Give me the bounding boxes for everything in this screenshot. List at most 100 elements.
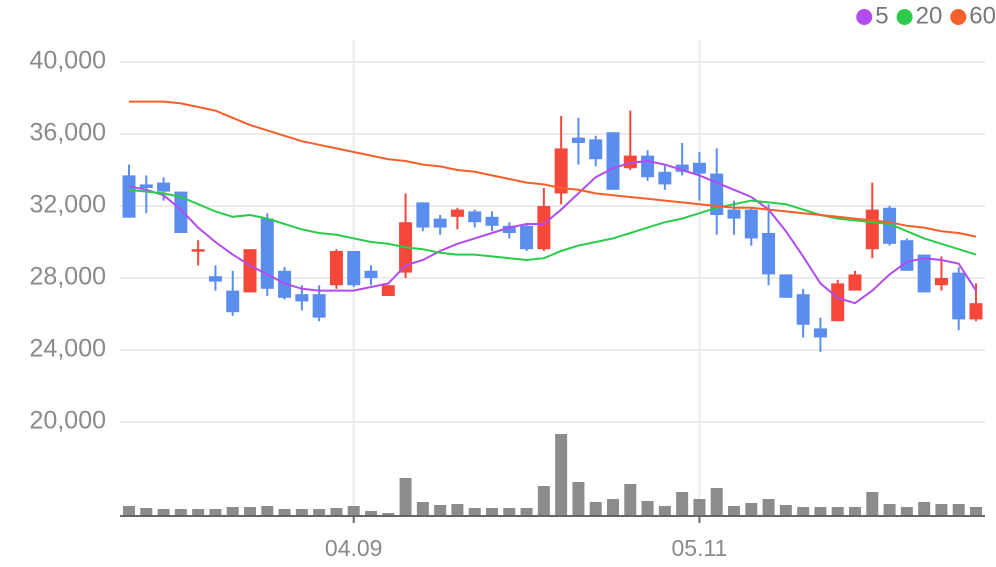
candle-body (952, 272, 966, 320)
candle-body (796, 294, 810, 325)
candle-body (865, 209, 879, 250)
volume-bar (537, 486, 550, 516)
candle-body (779, 274, 793, 298)
legend-marker (856, 9, 873, 25)
volume-bar (952, 504, 965, 516)
volume-bar (347, 506, 360, 516)
volume-bar (244, 507, 256, 516)
legend-label: 5 (875, 2, 888, 29)
volume-bar (970, 507, 982, 516)
volume-bar (157, 509, 170, 516)
volume-bar (192, 509, 205, 516)
volume-bar (434, 505, 447, 516)
volume-bar (728, 506, 740, 516)
volume-bar (866, 492, 879, 516)
candle-body (520, 225, 534, 250)
y-tick-label: 20,000 (30, 407, 106, 435)
candle-body (191, 249, 205, 252)
volume-bar (658, 506, 671, 516)
candle-body (762, 233, 776, 275)
candle-body (450, 209, 464, 217)
volume-bar (330, 508, 343, 516)
ma-line (128, 159, 977, 305)
candle-body (174, 191, 188, 233)
volume-bar (779, 505, 792, 516)
volume-bar (710, 488, 723, 516)
volume-bar (641, 501, 654, 516)
volume-bar (278, 509, 291, 516)
volume-bar (313, 509, 326, 516)
candle-body (571, 137, 585, 143)
candle-body (468, 211, 482, 223)
volume-bar (762, 499, 775, 516)
candle-body (554, 148, 568, 194)
volume-bar (226, 507, 239, 516)
y-tick-label: 32,000 (30, 191, 106, 219)
volume-bar (900, 507, 913, 516)
volume-bar (607, 499, 619, 516)
candle-body (606, 132, 620, 190)
candle-body (744, 209, 758, 239)
candle-body (934, 278, 948, 286)
ma-line (128, 188, 977, 262)
y-tick-label: 36,000 (30, 119, 106, 147)
candle-body (969, 303, 983, 320)
y-tick-label: 24,000 (30, 335, 106, 363)
candle-body (813, 328, 827, 338)
candle-body (658, 171, 672, 185)
volume-bar (676, 492, 689, 516)
volume-bar (174, 509, 187, 516)
volume-bar (365, 511, 377, 516)
volume-bar (261, 506, 274, 516)
volume-bar (745, 503, 758, 516)
candle-body (226, 290, 240, 313)
legend-label: 20 (916, 2, 943, 29)
candle-body (381, 285, 395, 296)
volume-bar (693, 499, 706, 516)
candle-body (260, 218, 274, 289)
candle-body (848, 274, 862, 291)
volume-bar (123, 506, 135, 516)
candle-body (641, 155, 655, 178)
volume-bar (624, 484, 637, 516)
candle-body (589, 139, 603, 160)
volume-bar (399, 478, 412, 516)
x-tick-label: 05.11 (671, 535, 727, 561)
legend-marker (896, 9, 913, 25)
volume-bar (849, 507, 861, 516)
volume-bar (520, 508, 533, 516)
volume-bar (382, 513, 395, 516)
candle-body (347, 251, 361, 286)
volume-bar (295, 509, 308, 516)
volume-bar (468, 508, 481, 516)
legend-marker (950, 9, 967, 25)
volume-bar (140, 508, 153, 516)
candle-body (917, 254, 931, 293)
candle-body (502, 225, 516, 233)
legend-label: 60 (969, 2, 996, 29)
candle-body (485, 216, 499, 226)
candle-body (537, 206, 551, 250)
volume-bar (572, 482, 585, 516)
volume-bar (451, 504, 464, 516)
candle-body (364, 270, 378, 278)
candle-body (157, 182, 171, 192)
x-tick-label: 04.09 (325, 535, 383, 561)
volume-bar (883, 504, 896, 516)
candle-body (295, 294, 309, 302)
candle-body (692, 162, 706, 174)
candle-body (416, 202, 430, 228)
volume-bar (797, 507, 810, 516)
candle-body (122, 175, 136, 218)
candle-body (208, 276, 222, 282)
candle-body (433, 218, 447, 228)
candle-body (883, 207, 897, 244)
y-tick-label: 28,000 (30, 263, 106, 291)
candle-body (139, 184, 153, 188)
candle-body (329, 251, 343, 286)
candle-body (243, 249, 257, 293)
volume-bar (503, 508, 516, 516)
candle-body (675, 164, 689, 172)
ma-line (129, 100, 977, 238)
